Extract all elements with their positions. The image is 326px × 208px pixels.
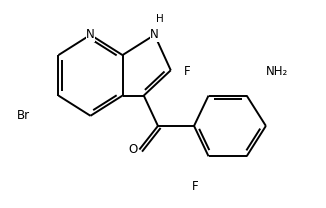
Text: H: H (156, 14, 164, 24)
Text: F: F (185, 66, 191, 78)
Text: N: N (86, 28, 95, 41)
Text: Br: Br (17, 109, 30, 122)
Text: F: F (192, 180, 198, 193)
Text: NH₂: NH₂ (266, 66, 288, 78)
Text: N: N (150, 28, 159, 41)
Text: O: O (128, 143, 138, 156)
